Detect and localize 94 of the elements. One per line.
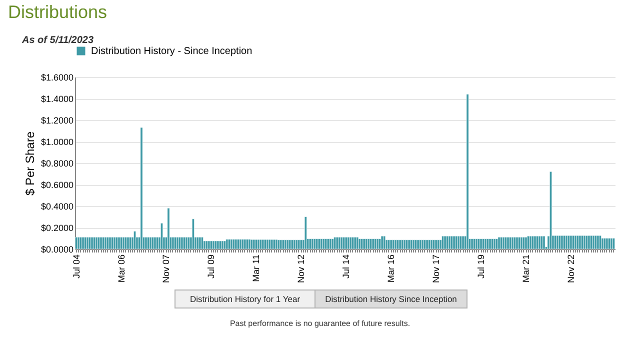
- bar: [95, 237, 98, 250]
- bar: [556, 235, 559, 250]
- x-tick-label: Nov 22: [566, 254, 576, 284]
- bar: [565, 235, 568, 250]
- bar: [149, 237, 152, 250]
- bar: [598, 235, 602, 250]
- y-tick-label: $1.6000: [40, 72, 74, 82]
- x-tick-label: Nov 07: [161, 254, 172, 284]
- bar: [574, 235, 577, 250]
- bar: [534, 236, 536, 250]
- x-tick-label: Mar 11: [251, 254, 262, 282]
- bar: [383, 236, 386, 250]
- y-tick-label: $0.8000: [40, 158, 74, 168]
- bar: [200, 237, 204, 250]
- bar: [502, 237, 505, 250]
- bar: [520, 237, 523, 250]
- x-tick-label: Mar 16: [386, 254, 396, 283]
- bar: [77, 237, 80, 250]
- bar: [493, 238, 496, 250]
- bar: [86, 237, 89, 250]
- x-tick-label: Nov 17: [431, 254, 442, 284]
- text: Distribution History for 1 Year: [190, 294, 300, 304]
- bar: [134, 231, 136, 250]
- bar: [529, 236, 532, 250]
- bar: [511, 237, 514, 250]
- bar: [542, 236, 546, 250]
- bar: [550, 171, 552, 250]
- bar: [108, 237, 112, 250]
- bar: [578, 235, 582, 250]
- bar: [104, 237, 107, 250]
- bar: [113, 237, 116, 250]
- bar: [484, 238, 487, 250]
- bar: [356, 237, 359, 250]
- y-tick-label: $0.6000: [40, 180, 74, 190]
- bar: [167, 208, 170, 250]
- x-tick-label: Jul 04: [71, 254, 82, 279]
- bar: [122, 237, 125, 250]
- bar: [144, 237, 148, 250]
- bar: [596, 235, 600, 250]
- chart-title: Distributions: [8, 2, 108, 22]
- bar: [588, 235, 590, 250]
- x-tick-label: Jul 14: [341, 254, 352, 279]
- y-tick-label: $1.0000: [40, 137, 74, 147]
- x-tick-label: Mar 06: [116, 254, 126, 283]
- bar: [358, 238, 361, 250]
- legend-label: Distribution History - Since Inception: [91, 46, 252, 57]
- x-tick-label: Nov 12: [296, 254, 306, 284]
- y-axis-title: $ Per Share: [22, 131, 37, 196]
- bar: [466, 94, 469, 250]
- bar: [612, 238, 615, 250]
- bar: [203, 240, 206, 250]
- bar: [82, 237, 84, 250]
- bar: [185, 237, 188, 250]
- text: Distribution History Since Inception: [325, 294, 458, 304]
- bar: [100, 237, 102, 250]
- bar: [583, 235, 586, 250]
- x-tick-label: Mar 21: [521, 254, 532, 283]
- bar: [126, 237, 130, 250]
- text: Past performance is no guarantee of future results.: [230, 319, 410, 328]
- bar: [140, 127, 143, 250]
- bar: [610, 238, 613, 250]
- bar: [385, 240, 388, 250]
- x-tick-label: Jul 19: [476, 254, 486, 279]
- bar: [172, 237, 174, 250]
- bar: [498, 237, 500, 250]
- bar: [304, 216, 307, 250]
- bar: [198, 237, 202, 250]
- bar: [592, 235, 595, 250]
- bar: [601, 238, 604, 250]
- bar: [90, 237, 94, 250]
- bar: [538, 236, 541, 250]
- bar: [176, 237, 179, 250]
- y-tick-label: $0.4000: [40, 202, 74, 212]
- y-tick-label: $0.2000: [40, 223, 74, 233]
- bar: [488, 238, 492, 250]
- y-tick-label: $0.0000: [40, 244, 74, 254]
- bar: [160, 223, 163, 250]
- bar: [118, 237, 120, 250]
- bar: [560, 235, 564, 250]
- bar: [192, 218, 194, 250]
- bar: [380, 236, 384, 250]
- chart-subtitle: As of 5/11/2023: [21, 35, 94, 46]
- bar: [180, 237, 184, 250]
- bar: [516, 237, 518, 250]
- bar: [524, 237, 528, 250]
- bar: [606, 238, 608, 250]
- bar: [570, 235, 572, 250]
- y-tick-label: $1.4000: [40, 94, 74, 104]
- bar: [506, 237, 510, 250]
- bar: [475, 238, 478, 250]
- bar: [154, 237, 156, 250]
- x-tick-label: Jul 09: [206, 254, 216, 279]
- bar: [480, 238, 482, 250]
- y-tick-label: $1.2000: [40, 116, 74, 126]
